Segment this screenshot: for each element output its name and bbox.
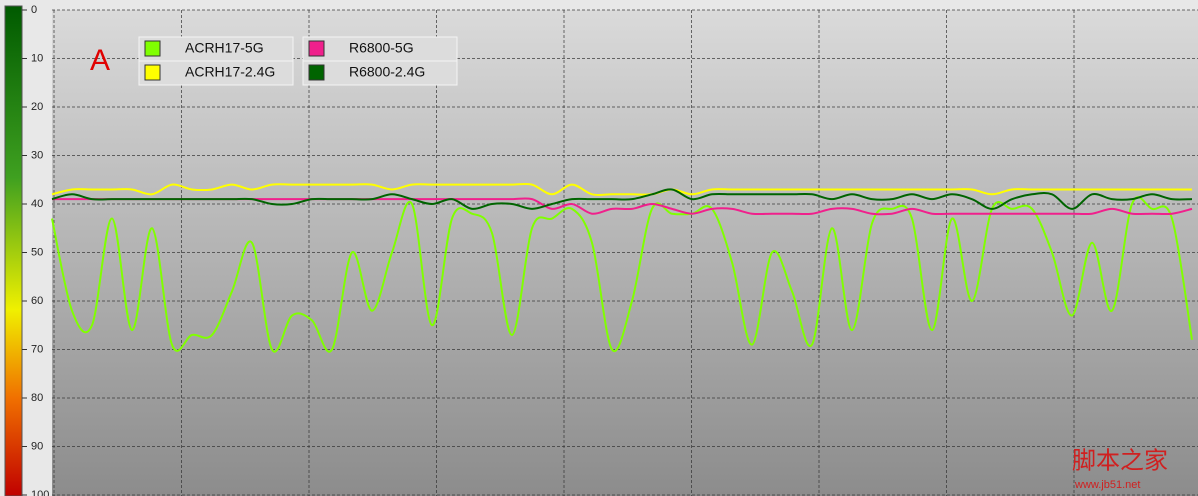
legend-label: R6800-2.4G [349,64,425,80]
series-line [51,188,1193,210]
legend-item-bg [302,60,458,86]
legend-item-bg [138,60,294,86]
series-line [51,196,1193,353]
legend-swatch [144,64,161,81]
legend-swatch [308,40,325,57]
series-line [51,182,1192,197]
y-tick-label: 70 [31,343,43,355]
legend-item-bg [302,36,458,62]
y-tick-label: 0 [31,4,37,16]
y-tick-label: 40 [31,198,43,210]
y-tick-label: 20 [31,101,43,113]
y-tick-label: 100 [31,489,49,496]
y-tick-label: 60 [31,295,43,307]
legend-swatch [308,64,325,81]
y-tick-label: 10 [31,52,43,64]
legend-label: ACRH17-2.4G [185,64,275,80]
watermark-url: www.jb51.net [1074,479,1140,491]
y-tick-label: 50 [31,246,43,258]
signal-scale [4,5,23,496]
annotation: A [90,44,110,77]
y-tick-label: 90 [31,440,43,452]
legend-label: ACRH17-5G [185,40,264,56]
y-tick-label: 30 [31,149,43,161]
y-tick-label: 80 [31,392,43,404]
watermark: 脚本之家 [1072,447,1168,474]
legend-item-bg [138,36,294,62]
legend-label: R6800-5G [349,40,414,56]
legend-swatch [144,40,161,57]
